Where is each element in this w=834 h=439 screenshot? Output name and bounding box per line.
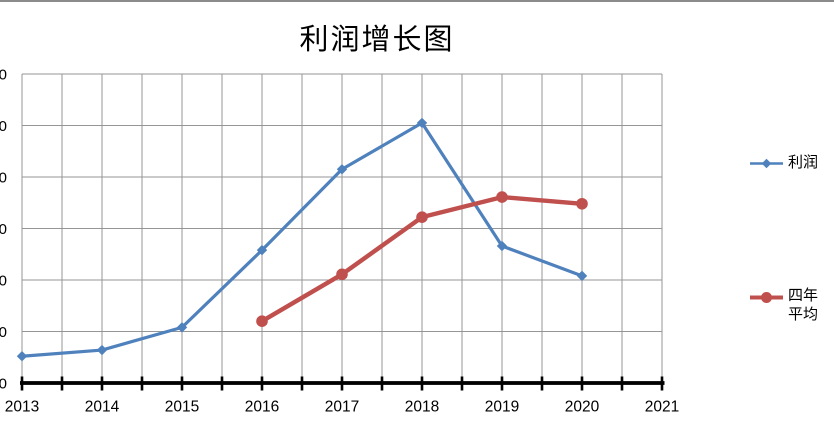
series-marker-profit [576,270,588,282]
x-axis-tick [60,376,64,391]
y-axis-label-clipped: 0 [0,375,7,392]
x-axis-tick [20,376,24,391]
series-marker-four_year_average [256,315,268,328]
series-marker-four_year_average [496,191,508,203]
legend-marker-shape [761,158,772,169]
x-axis-tick [220,376,224,391]
series-marker-four_year_average [576,197,588,210]
window-top-border [0,0,834,2]
series-marker-four_year_average [336,268,348,281]
x-axis-tick [300,376,304,391]
legend-marker-profit-line-diamond-icon [750,158,783,169]
legend-label-profit: 利润 [788,154,819,171]
x-axis-tick [140,376,144,391]
legend-item-four-year-average[interactable]: 四年平均 [750,286,821,324]
x-axis-tick [260,376,264,391]
x-axis-tick [100,376,104,391]
x-axis-tick [580,376,584,391]
x-axis-tick [180,376,184,391]
x-axis-tick [340,376,344,391]
legend-label-four-year-average: 四年平均 [788,287,819,323]
x-axis-label-2018: 2018 [405,399,439,416]
x-axis-label-2021: 2021 [645,399,679,416]
y-axis-label-clipped: 0 [0,272,7,289]
series-marker-profit [496,240,508,252]
x-axis-label-2016: 2016 [245,399,279,416]
series-line-profit [20,121,584,358]
x-axis-label-2013: 2013 [5,399,39,416]
series-marker-profit [336,164,348,175]
series-marker-profit [416,117,428,129]
y-axis-label-clipped: 0 [0,66,7,83]
x-axis-label-2019: 2019 [485,399,519,416]
x-axis-label-2020: 2020 [565,399,600,416]
series-marker-profit [16,351,28,362]
legend-marker-four-year-average-line-circle-icon [750,292,783,303]
series-marker-four_year_average [416,211,428,223]
x-axis-tick [540,376,544,391]
series-marker-profit [96,344,108,356]
y-axis-label-clipped: 0 [0,324,7,341]
y-axis-label-clipped: 0 [0,221,7,238]
x-axis-label-2017: 2017 [325,399,359,416]
y-axis-label-clipped: 0 [0,169,7,186]
x-axis-tick [460,376,464,391]
legend-marker-shape [761,292,772,303]
legend-item-profit[interactable]: 利润 [750,152,818,173]
x-axis-tick [380,376,384,391]
series-marker-profit [176,322,188,333]
series-marker-profit [256,244,268,256]
x-axis-tick [620,376,624,391]
x-axis-tick [420,376,424,391]
x-axis-tick [500,376,504,391]
y-axis-label-clipped: 0 [0,118,7,135]
x-axis-tick [660,376,664,391]
x-axis-label-2015: 2015 [165,399,199,416]
chart-title: 利润增长图 [299,22,455,56]
x-axis-label-2014: 2014 [85,399,120,416]
